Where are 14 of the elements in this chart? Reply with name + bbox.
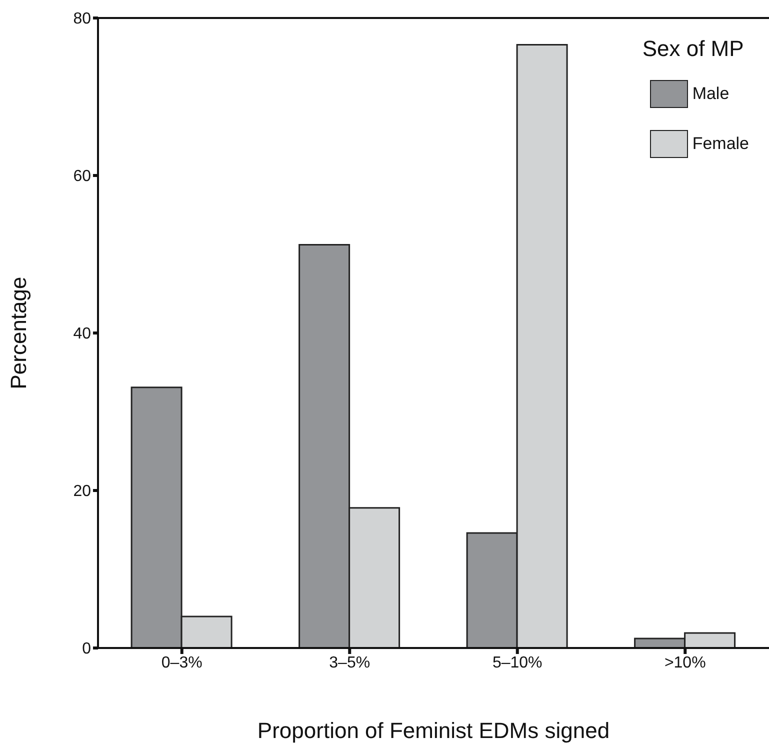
- y-tick-label: 0: [82, 640, 92, 658]
- y-tick-label: 40: [73, 326, 92, 343]
- x-tick-label: 3–5%: [329, 654, 370, 672]
- legend-title: Sex of MP: [642, 36, 745, 62]
- y-axis-title: Percentage: [6, 276, 31, 390]
- y-tick-label: 60: [73, 168, 92, 186]
- x-tick-label: 5–10%: [492, 654, 542, 672]
- x-tick-label: 0–3%: [161, 654, 202, 672]
- legend-label: Male: [692, 84, 730, 104]
- y-tick-label: 20: [73, 483, 92, 500]
- x-tick-label: >10%: [664, 654, 706, 672]
- x-axis-title: Proportion of Feminist EDMs signed: [257, 718, 610, 743]
- legend-label: Female: [692, 134, 749, 154]
- y-tick-label: 80: [73, 10, 92, 28]
